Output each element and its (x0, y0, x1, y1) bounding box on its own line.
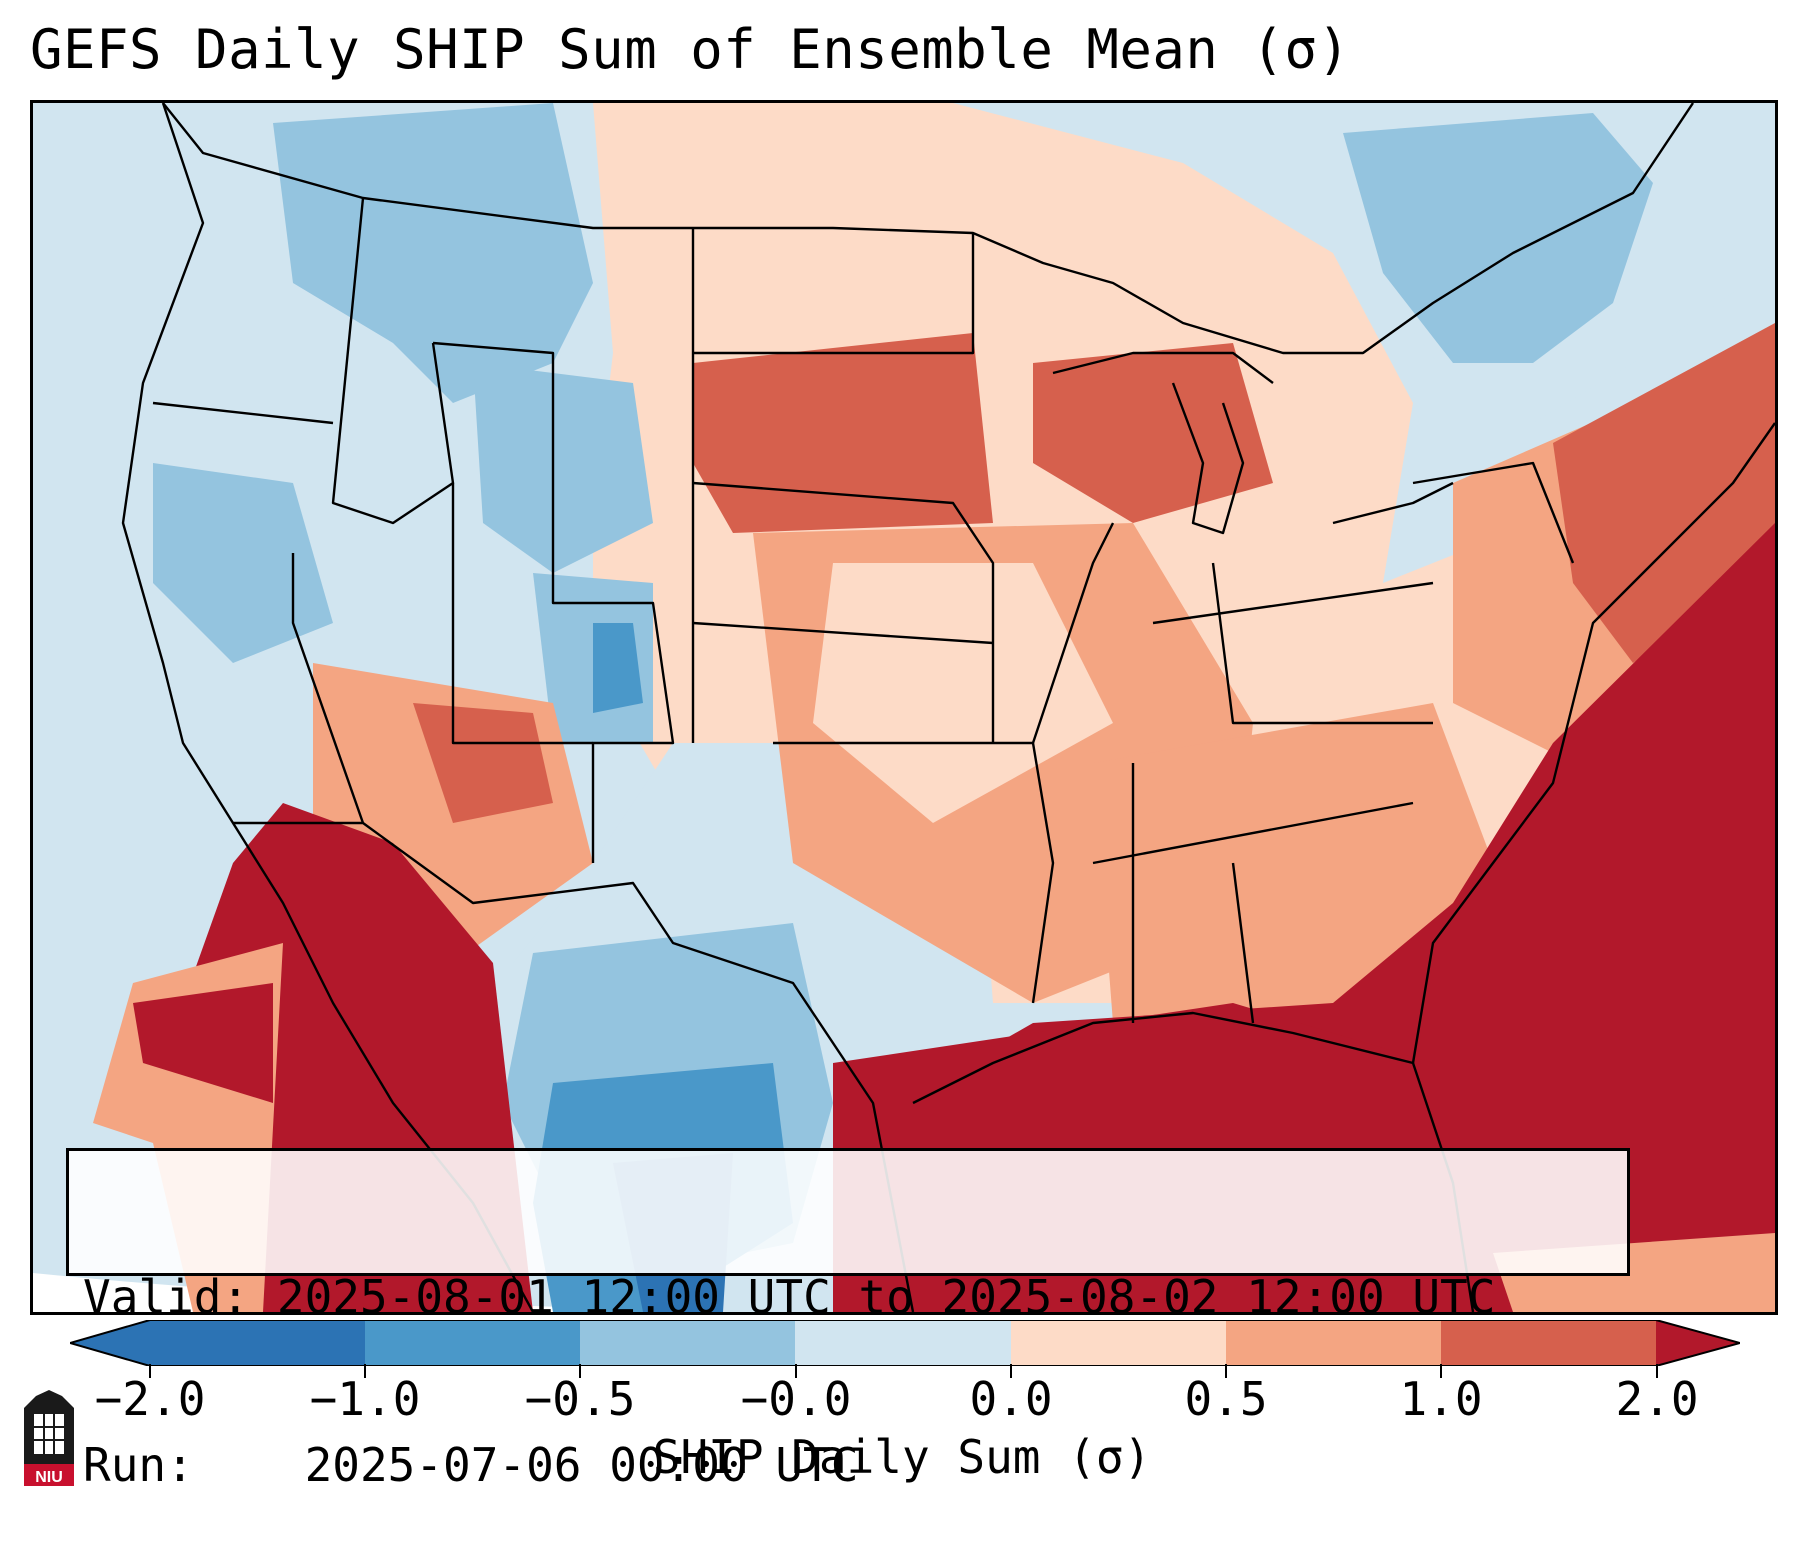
colorbar-tick-label: −0.0 (740, 1372, 852, 1426)
state-line-3 (291, 553, 365, 824)
great-lakes-erie (1332, 481, 1454, 525)
colorbar-bin-6 (1226, 1320, 1441, 1366)
colorbar-tick (1656, 1364, 1658, 1378)
colorbar-bin-5 (1011, 1320, 1226, 1366)
region-red-great-lakes (1033, 343, 1273, 523)
colorbar-bin-2 (365, 1320, 580, 1366)
us-coastline-west (121, 103, 535, 1312)
region-red-dakotas (693, 333, 993, 533)
run-label: Run: (83, 1438, 194, 1492)
state-line-9 (692, 621, 994, 645)
state-line-10 (773, 741, 1055, 1004)
region-pale-red-central (813, 563, 1113, 823)
colorbar-tick (364, 1364, 366, 1378)
valid-label: Valid: (83, 1270, 250, 1324)
map-panel[interactable] (30, 100, 1778, 1315)
colorbar-bin-7 (1441, 1320, 1656, 1366)
colorbar-tick-label: 2.0 (1615, 1372, 1699, 1426)
state-line-17 (1412, 461, 1575, 564)
colorbar-tick-label: 1.0 (1399, 1372, 1483, 1426)
boundary-lines (121, 103, 1775, 1312)
us-mexico-border (233, 821, 915, 1312)
state-line-7 (693, 233, 975, 355)
state-line-1 (331, 197, 455, 525)
valid-value: 2025-08-01 12:00 UTC to 2025-08-02 12:00… (276, 1270, 1496, 1324)
colorbar-bin-1 (150, 1320, 365, 1366)
run-line: Run: 2025-07-06 00:00 UTC (83, 1437, 1613, 1493)
colorbar-extend-left (70, 1320, 150, 1366)
state-line-11 (1031, 522, 1115, 744)
valid-run-box: Valid: 2025-08-01 12:00 UTC to 2025-08-0… (66, 1148, 1630, 1492)
us-canada-border (162, 103, 1694, 355)
colorbar-extend-right (1656, 1320, 1740, 1366)
region-light-blue-northwest (273, 103, 593, 403)
state-line-14 (1231, 862, 1255, 1024)
colorbar-tick (579, 1364, 581, 1378)
colorbar-bin-3 (580, 1320, 795, 1366)
colorbar-tick-label: 0.5 (1184, 1372, 1268, 1426)
region-light-red-southeast (1093, 703, 1493, 1023)
colorbar-bin-4 (795, 1320, 1011, 1366)
colorbar-tick (1225, 1364, 1227, 1378)
colorbar-tick-label: 0.0 (969, 1372, 1053, 1426)
region-red-utah (413, 703, 553, 823)
great-lakes-superior (1052, 351, 1274, 384)
colorbar-tick-label: −2.0 (94, 1372, 206, 1426)
region-blue-colorado (593, 623, 643, 713)
run-value: 2025-07-06 00:00 UTC (304, 1438, 859, 1492)
colorbar-tick (1010, 1364, 1012, 1378)
colorbar-tick (149, 1364, 151, 1378)
state-line-8 (692, 481, 995, 743)
region-light-blue-wyoming (473, 363, 653, 573)
colorbar-tick-label: −1.0 (309, 1372, 421, 1426)
colorbar-tick (1440, 1364, 1442, 1378)
region-light-blue-great-basin (153, 463, 333, 663)
anomaly-map (33, 103, 1775, 1312)
state-line-16 (1211, 562, 1433, 725)
state-line-5 (451, 483, 593, 745)
region-dark-red-pacific-strip (133, 983, 273, 1103)
state-line-12 (1092, 801, 1414, 865)
state-line-15 (1152, 581, 1434, 625)
colorbar (70, 1320, 1740, 1366)
great-lakes-michigan (1171, 382, 1245, 535)
state-line-2 (152, 401, 334, 425)
colorbar-tick (795, 1364, 797, 1378)
colorbar-tick-label: −0.5 (524, 1372, 636, 1426)
colorbar-axis-label: SHIP Daily Sum (σ) (652, 1430, 1152, 1484)
chart-title: GEFS Daily SHIP Sum of Ensemble Mean (σ) (30, 18, 1351, 81)
logo-text: NIU (35, 1469, 63, 1486)
valid-line: Valid: 2025-08-01 12:00 UTC to 2025-08-0… (83, 1269, 1613, 1325)
region-light-blue-canada (1343, 113, 1653, 363)
niu-logo: NIU (24, 1390, 74, 1486)
atlantic-coastline (1411, 422, 1775, 1064)
